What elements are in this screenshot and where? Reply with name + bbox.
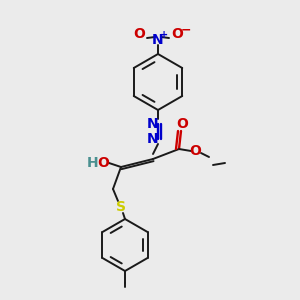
Text: S: S [116, 200, 126, 214]
Text: O: O [176, 117, 188, 131]
Text: H: H [87, 156, 99, 170]
Text: N: N [147, 132, 159, 146]
Text: N: N [147, 117, 159, 131]
Text: +: + [160, 30, 168, 40]
Text: −: − [181, 23, 191, 37]
Text: O: O [171, 27, 183, 41]
Text: O: O [97, 156, 109, 170]
Text: O: O [133, 27, 145, 41]
Text: N: N [152, 33, 164, 47]
Text: O: O [189, 144, 201, 158]
